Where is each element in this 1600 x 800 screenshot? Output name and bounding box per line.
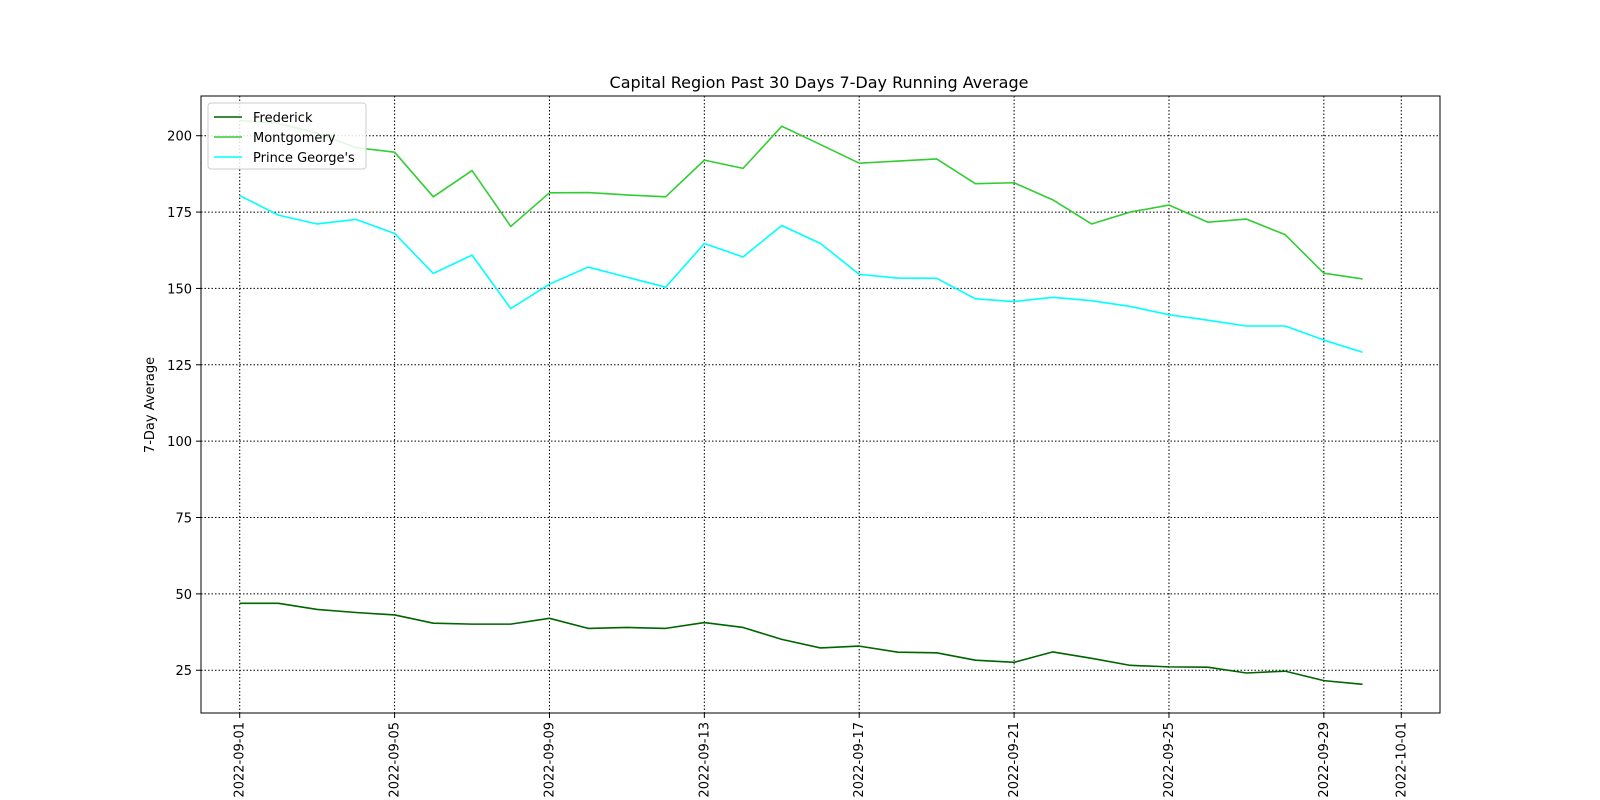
legend-entry: Montgomery — [253, 131, 336, 146]
x-tick-label: 2022-09-25 — [1162, 722, 1177, 798]
y-tick-label: 175 — [167, 206, 192, 221]
x-tick-label: 2022-09-17 — [852, 722, 867, 798]
series-line-2 — [239, 194, 1363, 354]
legend-entry: Frederick — [253, 111, 313, 126]
x-tick-label: 2022-10-01 — [1394, 722, 1409, 798]
y-tick-label: 50 — [175, 588, 192, 603]
legend-entry: Prince George's — [253, 151, 355, 166]
x-tick-label: 2022-09-13 — [697, 722, 712, 798]
y-tick-label: 125 — [167, 359, 192, 374]
x-tick-label: 2022-09-05 — [388, 722, 403, 798]
legend-box — [207, 102, 367, 170]
plot-frame — [200, 95, 1441, 714]
y-tick-label: 75 — [175, 512, 192, 527]
series-line-0 — [239, 602, 1363, 686]
y-axis-label: 7-Day Average — [143, 357, 158, 453]
chart-title: Capital Region Past 30 Days 7-Day Runnin… — [610, 73, 1029, 92]
x-tick-label: 2022-09-29 — [1317, 722, 1332, 798]
legend: Frederick Montgomery Prince George's — [207, 102, 367, 170]
y-tick-label: 200 — [167, 130, 192, 145]
y-tick-label: 100 — [167, 435, 192, 450]
y-tick-label: 150 — [167, 282, 192, 297]
grid-lines — [201, 96, 1440, 713]
x-tick-label: 2022-09-09 — [542, 722, 557, 798]
x-tick-label: 2022-09-21 — [1007, 722, 1022, 798]
axes: 2022-09-01 2022-09-05 2022-09-09 2022-09-13… — [167, 95, 1441, 798]
x-tick-label: 2022-09-01 — [233, 722, 248, 798]
series-line-1 — [239, 119, 1363, 280]
series-lines — [239, 119, 1363, 686]
y-tick-label: 25 — [175, 664, 192, 679]
